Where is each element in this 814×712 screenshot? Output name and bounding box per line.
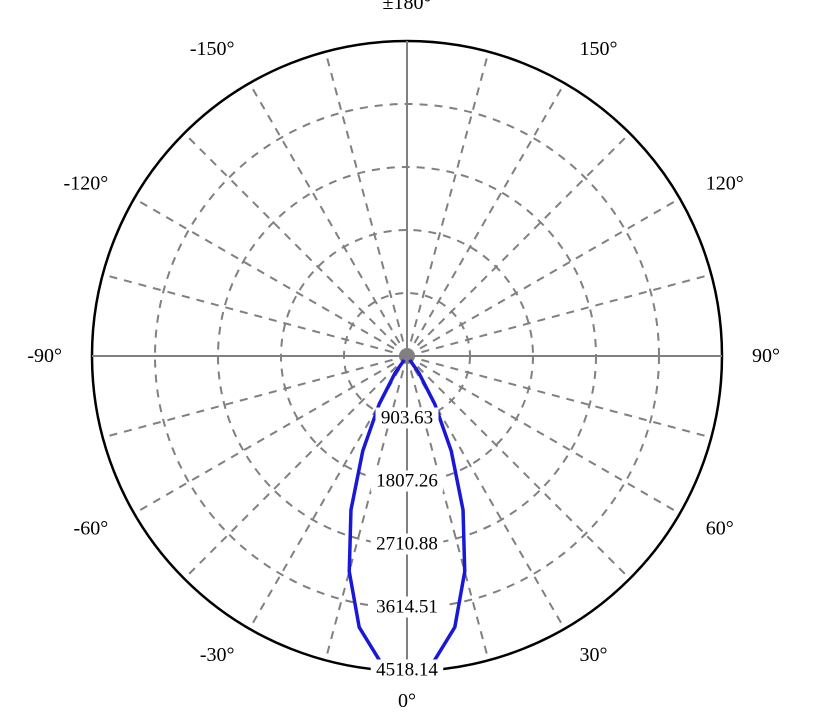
angle-label: -90° — [27, 345, 62, 367]
angle-label: -30° — [200, 644, 235, 666]
angle-label: 90° — [752, 345, 780, 367]
radial-tick-label: 3614.51 — [376, 596, 438, 617]
polar-svg: 903.63 1807.26 2710.88 3614.51 4518.14 ±180° -… — [0, 0, 814, 712]
angle-label: -120° — [64, 173, 109, 195]
radial-tick-label: 1807.26 — [376, 470, 438, 491]
angle-label: -60° — [74, 518, 109, 540]
radial-tick-label: 903.63 — [381, 407, 433, 428]
angle-label: 120° — [706, 173, 744, 195]
angle-label: ±180° — [383, 0, 432, 14]
radial-tick-label: 4518.14 — [376, 659, 438, 680]
angle-label: 60° — [706, 518, 734, 540]
polar-chart: 903.63 1807.26 2710.88 3614.51 4518.14 ±180° -… — [0, 0, 814, 712]
angle-label: 150° — [580, 38, 618, 60]
angle-label: -150° — [190, 38, 235, 60]
angle-label: 0° — [398, 690, 416, 712]
radial-tick-label: 2710.88 — [376, 533, 438, 554]
angle-label: 30° — [580, 644, 608, 666]
